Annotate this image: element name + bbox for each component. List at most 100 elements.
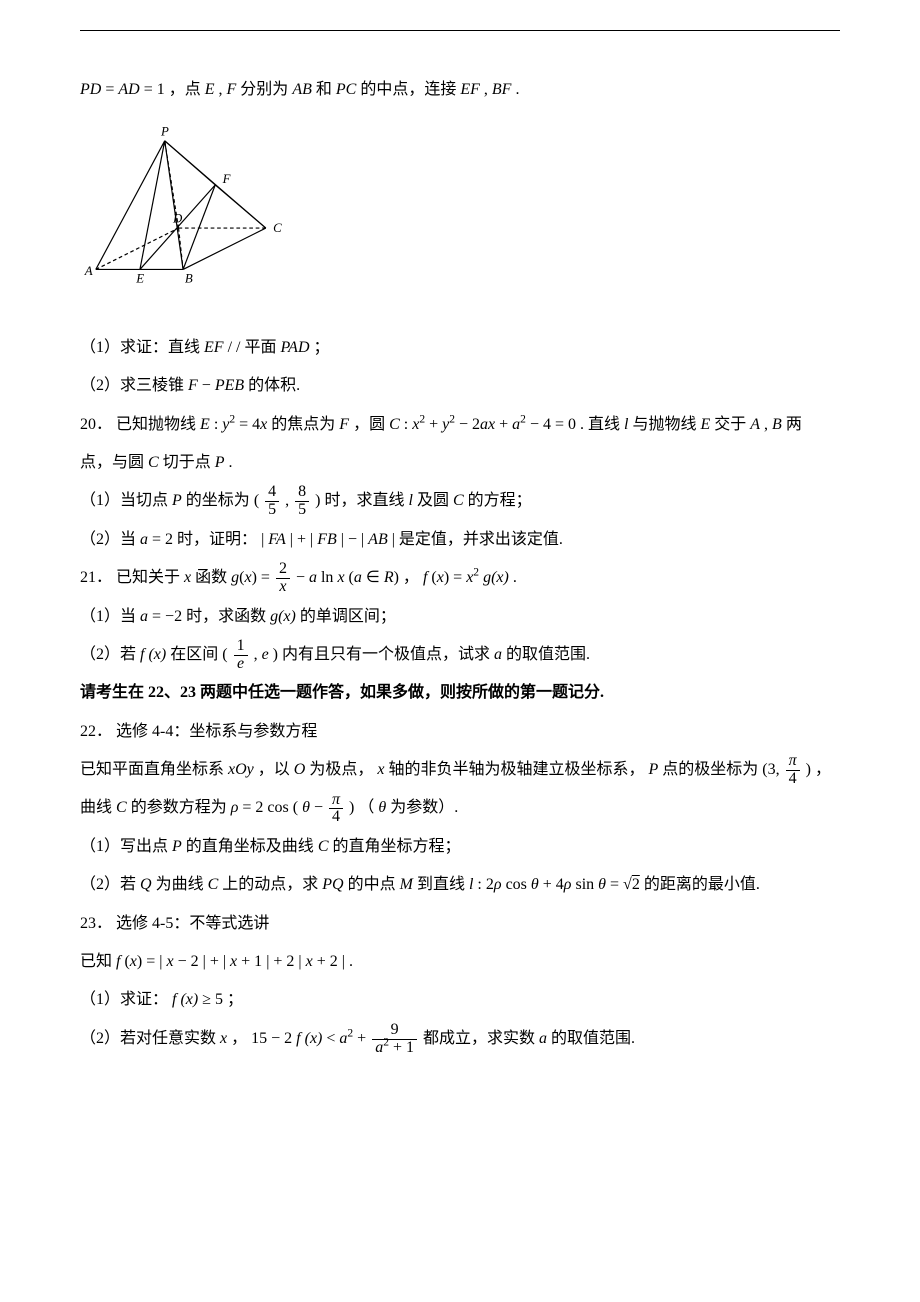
p21p2-end: 的取值范围. bbox=[506, 646, 590, 663]
txt-and: 和 bbox=[316, 81, 336, 98]
minus-21: − bbox=[296, 569, 309, 586]
page-container: PD = AD = 1 ，点 E , F 分别为 AB 和 PC 的中点，连接 … bbox=[0, 0, 920, 1118]
p22-l1-pre: 已知平面直角坐标系 bbox=[80, 761, 228, 778]
part1-PAD: PAD bbox=[280, 339, 309, 356]
p20-stem-2: 点，与圆 C 切于点 P . bbox=[80, 444, 840, 482]
Q: Q bbox=[140, 876, 152, 893]
p21-stem: 21． 已知关于 x 函数 g(x) = 2 x − a ln x (a ∈ R… bbox=[80, 559, 840, 597]
p20-C: C bbox=[389, 416, 400, 433]
p21p2-txt-in: 在区间 bbox=[170, 646, 222, 663]
p20p2-txt: 时，证明： bbox=[177, 531, 257, 548]
p21-part1: （1）当 a = −2 时，求函数 g(x) 的单调区间； bbox=[80, 598, 840, 636]
l2: l bbox=[408, 492, 412, 509]
p20-pre1: 已知抛物线 bbox=[116, 416, 200, 433]
var-E: E bbox=[205, 81, 215, 98]
p22p2-t3: 的中点 bbox=[348, 876, 400, 893]
p22p2-pre: （2）若 bbox=[80, 876, 140, 893]
minus-2: − bbox=[459, 416, 472, 433]
p22p2-end: 的距离的最小值. bbox=[644, 876, 760, 893]
bar-3: | bbox=[310, 531, 313, 548]
B: B bbox=[772, 416, 782, 433]
l2-paren: （ bbox=[358, 799, 374, 816]
instruction: 请考生在 22、23 两题中任选一题作答，如果多做，则按所做的第一题记分. bbox=[80, 674, 840, 712]
parallel-sign: / / bbox=[228, 339, 245, 356]
p20p1-end: 的方程； bbox=[468, 492, 532, 509]
num-9: 9 bbox=[372, 1022, 417, 1040]
period-23: . bbox=[349, 953, 353, 970]
a-p2: a bbox=[494, 646, 502, 663]
sqrt-2: √2 bbox=[623, 876, 640, 893]
num-1: 1 bbox=[234, 638, 248, 656]
svg-text:C: C bbox=[273, 221, 282, 235]
M: M bbox=[400, 876, 413, 893]
fx-p2: f (x) bbox=[140, 646, 166, 663]
l2-pre: 曲线 bbox=[80, 799, 116, 816]
C2: C bbox=[148, 454, 159, 471]
period: . bbox=[228, 454, 232, 471]
a2: a bbox=[512, 416, 520, 433]
FB: FB bbox=[317, 531, 337, 548]
xOy: xOy bbox=[228, 761, 254, 778]
p22-part2: （2）若 Q 为曲线 C 上的动点，求 PQ 的中点 M 到直线 l : 2ρ … bbox=[80, 866, 840, 904]
sq-4: 2 bbox=[520, 413, 526, 425]
var-EF: EF bbox=[460, 81, 480, 98]
txt-circle-pre: ，圆 bbox=[353, 416, 389, 433]
var-AB: AB bbox=[292, 81, 312, 98]
p22-title-text: 选修 4-4：坐标系与参数方程 bbox=[116, 723, 317, 740]
frac-pi-4: π 4 bbox=[786, 753, 800, 788]
l: l bbox=[624, 416, 628, 433]
frac-9-a2p1: 9 a2 + 1 bbox=[372, 1022, 417, 1057]
part1-end: ； bbox=[314, 339, 330, 356]
x-21: x bbox=[184, 569, 191, 586]
comma-3: , bbox=[285, 492, 293, 509]
p20p1-txt: 时，求直线 bbox=[324, 492, 408, 509]
txt-point: ，点 bbox=[169, 81, 201, 98]
p20-part1: （1）当切点 P 的坐标为 ( 4 5 , 8 5 ) 时，求直线 l 及圆 C… bbox=[80, 482, 840, 520]
minus-3: − bbox=[348, 531, 361, 548]
den-x: x bbox=[276, 579, 290, 596]
p22p2-t4: 到直线 bbox=[417, 876, 469, 893]
O: O bbox=[294, 761, 306, 778]
p20-num: 20． bbox=[80, 416, 112, 433]
plus: + bbox=[429, 416, 442, 433]
txt-midpoint: 的中点，连接 bbox=[360, 81, 460, 98]
AB2: AB bbox=[368, 531, 388, 548]
p20-E: E bbox=[200, 416, 210, 433]
a-p1: a bbox=[140, 608, 148, 625]
eq-21: = bbox=[261, 569, 274, 586]
p23-title: 23． 选修 4-5：不等式选讲 bbox=[80, 905, 840, 943]
den-5: 5 bbox=[265, 502, 279, 519]
txt-tangent: 切于点 bbox=[163, 454, 215, 471]
colon: : bbox=[214, 416, 222, 433]
l1-t3: 轴的非负半轴为极轴建立极坐标系， bbox=[388, 761, 644, 778]
txt-at: 交于 bbox=[714, 416, 750, 433]
period-21: . bbox=[513, 569, 517, 586]
l1-t1: ，以 bbox=[258, 761, 294, 778]
p23p2-txt: 都成立，求实数 bbox=[423, 1030, 539, 1047]
den-5-2: 5 bbox=[295, 502, 309, 519]
a-21: a bbox=[309, 569, 317, 586]
p23p1-pre: （1）求证： bbox=[80, 991, 168, 1008]
top-rule bbox=[80, 30, 840, 31]
part2-end: 的体积. bbox=[248, 377, 300, 394]
p23-part2: （2）若对任意实数 x ， 15 − 2 f (x) < a2 + 9 a2 +… bbox=[80, 1020, 840, 1058]
p23-stem: 已知 f (x) = | x − 2 | + | x + 1 | + 2 | x… bbox=[80, 943, 840, 981]
den-a2p1: a2 + 1 bbox=[372, 1040, 417, 1057]
p19-leadline: PD = AD = 1 ，点 E , F 分别为 AB 和 PC 的中点，连接 … bbox=[80, 71, 840, 109]
bar-5: | bbox=[361, 531, 364, 548]
fx-23: f (x) bbox=[172, 991, 198, 1008]
p19-part2: （2）求三棱锥 F − PEB 的体积. bbox=[80, 367, 840, 405]
ln: ln bbox=[321, 569, 337, 586]
p23p2-end: 的取值范围. bbox=[551, 1030, 635, 1047]
l1-end: ， bbox=[815, 761, 831, 778]
p22p2-t1: 为曲线 bbox=[156, 876, 208, 893]
p21p2-txt: 内有且只有一个极值点，试求 bbox=[282, 646, 494, 663]
P-22: P bbox=[649, 761, 659, 778]
p20-x: x bbox=[260, 416, 267, 433]
g: g bbox=[231, 569, 239, 586]
p20p2-pre: （2）当 bbox=[80, 531, 140, 548]
l2-param: 为参数）. bbox=[390, 799, 458, 816]
frac-8-5: 8 5 bbox=[295, 484, 309, 519]
a3: a bbox=[140, 531, 148, 548]
P2: P bbox=[172, 492, 182, 509]
